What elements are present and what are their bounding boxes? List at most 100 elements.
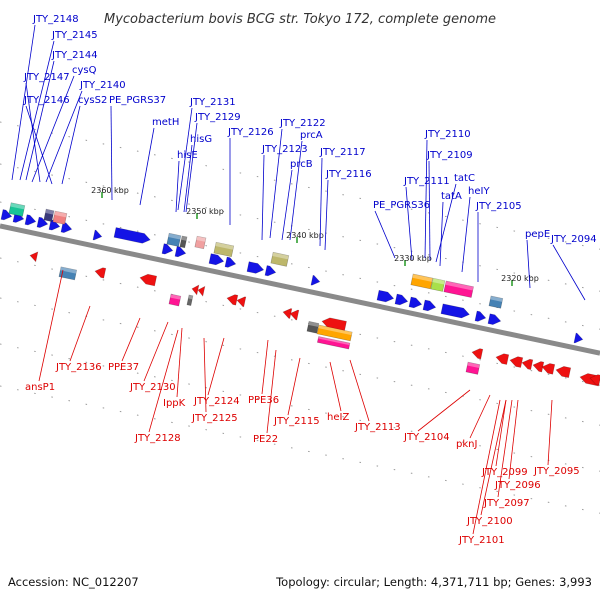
feature-box bbox=[316, 324, 353, 342]
leader-line bbox=[319, 157, 323, 247]
gene-arrow bbox=[191, 284, 200, 296]
gene-arrow bbox=[161, 243, 174, 255]
accession-text: Accession: NC_012207 bbox=[8, 575, 139, 589]
feature-box bbox=[43, 208, 55, 222]
feature-box bbox=[179, 235, 188, 249]
gene-label-forward: heIY bbox=[468, 186, 490, 197]
leader-line bbox=[289, 140, 303, 241]
leader-line bbox=[31, 75, 75, 183]
feature-box bbox=[306, 321, 320, 334]
leader-line bbox=[207, 337, 225, 396]
gene-label-forward: JTY_2116 bbox=[325, 169, 372, 180]
gene-arrow bbox=[471, 348, 484, 360]
gene-label-reverse: IppK bbox=[163, 398, 186, 409]
gene-label-forward: JTY_2110 bbox=[424, 129, 471, 140]
gene-label-forward: JTY_2123 bbox=[261, 144, 308, 155]
gene-label-forward: JTY_2122 bbox=[279, 118, 326, 129]
gene-arrow bbox=[495, 353, 510, 365]
leader-line bbox=[203, 337, 207, 413]
gene-arrow bbox=[440, 303, 470, 319]
gene-arrow bbox=[29, 251, 39, 263]
leader-line bbox=[183, 144, 193, 213]
gene-label-forward: cysS2 bbox=[78, 95, 107, 106]
gene-arrow bbox=[521, 358, 534, 370]
gene-label-reverse: JTY_2100 bbox=[466, 516, 513, 527]
leader-line bbox=[374, 210, 396, 259]
leader-line bbox=[11, 24, 36, 181]
gene-label-reverse: JTY_2096 bbox=[494, 480, 541, 491]
leader-line bbox=[329, 361, 342, 412]
gene-label-forward: PE_PGRS36 bbox=[373, 200, 430, 211]
leader-line bbox=[177, 107, 193, 211]
gene-label-forward: hisE bbox=[177, 150, 198, 161]
gene-label-forward: JTY_2131 bbox=[189, 97, 236, 108]
gene-label-reverse: JTY_2113 bbox=[354, 422, 401, 433]
leader-line bbox=[110, 105, 113, 201]
leader-line bbox=[480, 399, 507, 516]
tick-label: 2340 kbp bbox=[286, 231, 324, 240]
gene-arrow bbox=[226, 294, 239, 306]
leader-line bbox=[497, 399, 513, 498]
leader-line bbox=[139, 127, 155, 206]
leader-line bbox=[281, 169, 293, 241]
leader-line bbox=[495, 399, 507, 467]
tick-marks: 2360 kbp 2350 kbp 2340 kbp 2330 kbp 2320 kbp bbox=[91, 186, 539, 286]
feature-box bbox=[270, 251, 290, 267]
gene-label-forward: metH bbox=[152, 117, 179, 128]
gene-label-forward: JTY_2140 bbox=[79, 80, 126, 91]
gene-features bbox=[0, 202, 600, 387]
leader-line bbox=[261, 154, 265, 241]
gene-label-forward: JTY_2145 bbox=[51, 30, 98, 41]
gene-arrow bbox=[555, 366, 572, 379]
leader-line bbox=[266, 349, 277, 434]
gene-arrow bbox=[197, 285, 206, 297]
gene-label-reverse: JTY_2101 bbox=[458, 535, 505, 546]
gene-arrow bbox=[246, 261, 265, 274]
feature-box bbox=[186, 294, 194, 306]
tick-label: 2350 kbp bbox=[186, 207, 224, 216]
leader-line bbox=[69, 305, 91, 362]
gene-arrow bbox=[509, 356, 524, 368]
gene-arrow bbox=[321, 317, 347, 332]
leader-line bbox=[175, 160, 180, 213]
leader-line bbox=[25, 105, 53, 185]
genome-summary-text: Topology: circular; Length: 4,371,711 bp… bbox=[275, 575, 592, 589]
guide-track bbox=[0, 385, 600, 514]
gene-arrow bbox=[394, 293, 409, 306]
gene-label-reverse: JTY_2115 bbox=[273, 416, 320, 427]
tick-label: 2330 kbp bbox=[394, 254, 432, 263]
gene-arrow bbox=[94, 267, 107, 279]
genome-scaffold bbox=[0, 121, 600, 514]
feature-box bbox=[166, 232, 182, 247]
leader-line bbox=[25, 60, 55, 181]
leader-line bbox=[461, 196, 471, 273]
guide-track bbox=[0, 163, 600, 292]
gene-arrow bbox=[282, 308, 293, 319]
gene-label-forward: JTY_2126 bbox=[227, 127, 274, 138]
leader-line bbox=[287, 357, 301, 416]
gene-arrow bbox=[24, 214, 37, 226]
gene-label-forward: JTY_2144 bbox=[51, 50, 98, 61]
leader-line bbox=[526, 239, 531, 289]
feature-box bbox=[168, 293, 182, 307]
gene-label-forward: JTY_2129 bbox=[194, 112, 241, 123]
gene-arrow bbox=[376, 289, 395, 303]
leader-line bbox=[508, 399, 519, 480]
gene-label-reverse: JTY_2124 bbox=[193, 396, 240, 407]
gene-label-forward: tatA bbox=[441, 191, 462, 202]
gene-label-reverse: PPE37 bbox=[108, 362, 139, 373]
feature-box bbox=[213, 241, 235, 258]
gene-arrow bbox=[541, 363, 556, 375]
gene-arrow bbox=[422, 299, 437, 312]
feature-box bbox=[430, 277, 446, 292]
gene-arrow bbox=[236, 296, 247, 308]
gene-label-forward: JTY_2117 bbox=[319, 147, 366, 158]
gene-label-reverse: JTY_2097 bbox=[483, 498, 530, 509]
guide-track bbox=[0, 201, 600, 330]
leader-line bbox=[261, 339, 269, 395]
tick-label: 2360 kbp bbox=[91, 186, 129, 195]
leader-line bbox=[176, 327, 183, 398]
gene-label-forward: tatC bbox=[454, 173, 475, 184]
